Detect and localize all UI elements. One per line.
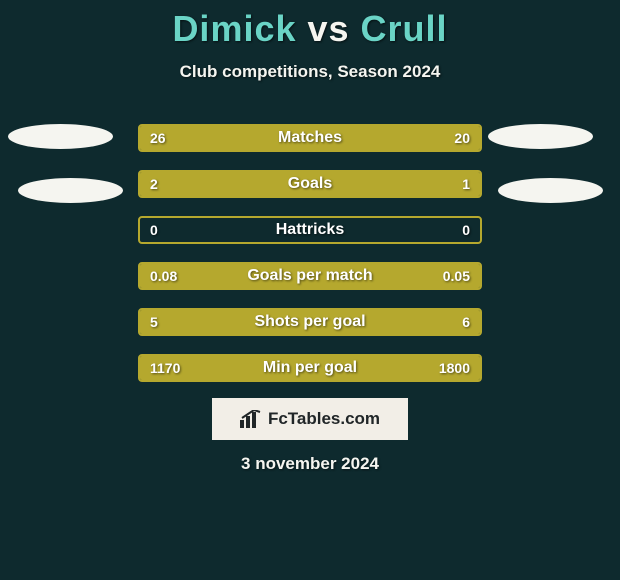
date-label: 3 november 2024 — [0, 454, 620, 474]
stat-row: Goals per match0.08 0.05 — [138, 262, 482, 290]
chart-canvas: Dimick vs Crull Club competitions, Season… — [0, 0, 620, 580]
avatar-placeholder — [8, 124, 113, 149]
stat-label: Min per goal — [140, 356, 480, 380]
stat-value-left: 1170 — [150, 356, 180, 380]
stat-row: Matches26 20 — [138, 124, 482, 152]
stat-label: Goals per match — [140, 264, 480, 288]
avatar-placeholder — [488, 124, 593, 149]
stat-label: Matches — [140, 126, 480, 150]
stat-value-right: 20 — [454, 126, 470, 150]
brand-badge: FcTables.com — [212, 398, 408, 440]
stat-row: Min per goal1170 1800 — [138, 354, 482, 382]
stat-value-left: 2 — [150, 172, 158, 196]
stat-row: Goals2 1 — [138, 170, 482, 198]
stat-value-right: 1800 — [439, 356, 470, 380]
stat-label: Goals — [140, 172, 480, 196]
stat-label: Shots per goal — [140, 310, 480, 334]
stat-value-left: 26 — [150, 126, 166, 150]
stat-value-left: 5 — [150, 310, 158, 334]
stat-value-right: 0.05 — [443, 264, 470, 288]
stat-value-left: 0.08 — [150, 264, 177, 288]
chart-icon — [240, 410, 262, 428]
stat-value-left: 0 — [150, 218, 158, 242]
brand-text: FcTables.com — [268, 409, 380, 429]
player2-name: Crull — [361, 8, 448, 49]
stat-row: Hattricks0 0 — [138, 216, 482, 244]
player1-name: Dimick — [172, 8, 296, 49]
subtitle: Club competitions, Season 2024 — [0, 62, 620, 82]
avatar-placeholder — [498, 178, 603, 203]
stat-label: Hattricks — [140, 218, 480, 242]
stat-value-right: 6 — [462, 310, 470, 334]
title-separator: vs — [297, 8, 361, 49]
page-title: Dimick vs Crull — [0, 8, 620, 50]
stat-value-right: 1 — [462, 172, 470, 196]
stat-row: Shots per goal5 6 — [138, 308, 482, 336]
stat-value-right: 0 — [462, 218, 470, 242]
avatar-placeholder — [18, 178, 123, 203]
